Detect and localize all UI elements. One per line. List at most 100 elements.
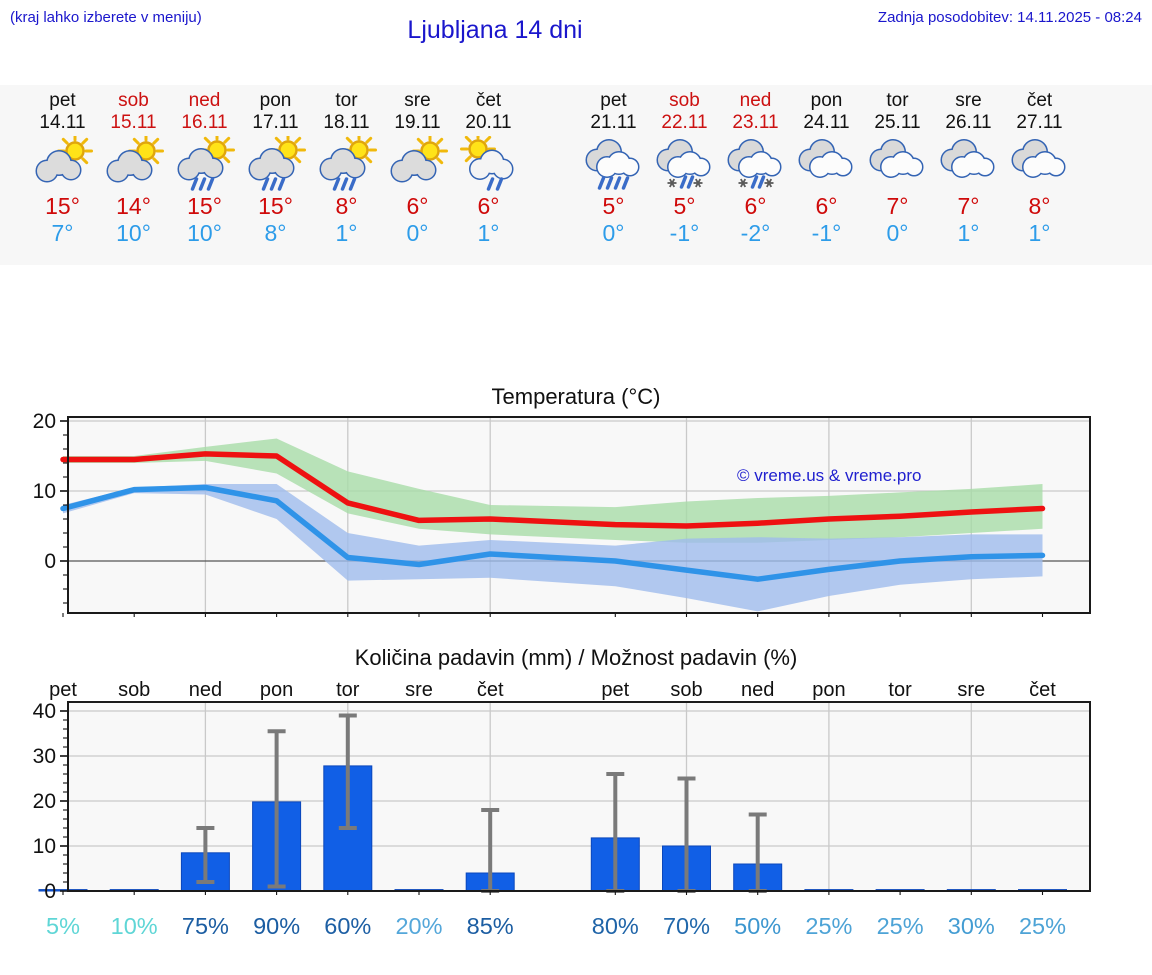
precip-y-tick-label: 10 bbox=[33, 835, 56, 858]
day-label: pet bbox=[600, 90, 627, 111]
high-temp: 6° bbox=[815, 193, 838, 219]
date-label: 14.11 bbox=[39, 112, 86, 133]
day-label: pon bbox=[259, 90, 292, 111]
max-temperature-line bbox=[60, 451, 1046, 529]
precip-probability-label: 25% bbox=[1019, 913, 1066, 939]
day-label: ned bbox=[188, 90, 221, 111]
high-temp: 8° bbox=[335, 193, 358, 219]
precip-y-tick-label: 20 bbox=[33, 790, 56, 813]
low-temp: -2° bbox=[740, 220, 771, 246]
day-label: sre bbox=[404, 90, 431, 111]
partly-sunny-rain-icon bbox=[311, 136, 382, 192]
temp-y-tick-label: 20 bbox=[33, 410, 56, 433]
precipitation-chart: pet sob ned pon tor sre čet pet sob ned pon tor sre č… bbox=[33, 679, 1091, 939]
low-temp: -1° bbox=[811, 220, 842, 246]
page-title: Ljubljana 14 dni bbox=[407, 16, 583, 44]
forecast-day: sob 15.11 14° 10° bbox=[98, 85, 169, 247]
day-label: ned bbox=[739, 90, 772, 111]
precip-probability-label: 30% bbox=[948, 913, 995, 939]
partly-sunny-icon bbox=[382, 136, 453, 192]
day-label: sob bbox=[669, 90, 700, 111]
high-temp: 7° bbox=[957, 193, 980, 219]
precip-day-label: čet bbox=[477, 679, 504, 701]
precip-day-label: sre bbox=[957, 679, 985, 701]
precip-day-label: sob bbox=[670, 679, 702, 701]
week-separator bbox=[524, 85, 578, 247]
precip-probability-label: 85% bbox=[467, 913, 514, 939]
low-temp: -1° bbox=[669, 220, 700, 246]
partly-sunny-icon bbox=[27, 136, 98, 192]
min-range-band bbox=[63, 484, 1043, 612]
precip-day-label: pon bbox=[812, 679, 845, 701]
precip-probability-label: 75% bbox=[182, 913, 229, 939]
date-label: 23.11 bbox=[732, 112, 779, 133]
min-temperature-line bbox=[60, 484, 1046, 582]
menu-hint-link[interactable]: (kraj lahko izberete v meniju) bbox=[10, 9, 202, 26]
date-label: 16.11 bbox=[181, 112, 228, 133]
date-label: 15.11 bbox=[110, 112, 157, 133]
precipitation-chart-title: Količina padavin (mm) / Možnost padavin … bbox=[354, 645, 798, 670]
temp-y-tick-label: 0 bbox=[44, 550, 56, 573]
low-temp: 1° bbox=[957, 220, 980, 246]
temp-y-tick-label: 10 bbox=[33, 480, 56, 503]
date-label: 22.11 bbox=[661, 112, 708, 133]
cloudy-icon bbox=[791, 136, 862, 192]
forecast-day: pon 17.11 15° 8° bbox=[240, 85, 311, 247]
cloudy-sleet-icon bbox=[649, 136, 720, 192]
day-label: pet bbox=[49, 90, 76, 111]
precip-day-label: pet bbox=[601, 679, 629, 701]
forecast-day: ned 16.11 15° 10° bbox=[169, 85, 240, 247]
forecast-day: ned 23.11 6° -2° bbox=[720, 85, 791, 247]
date-label: 26.11 bbox=[945, 112, 992, 133]
high-temp: 5° bbox=[602, 193, 625, 219]
precip-probability-label: 25% bbox=[805, 913, 852, 939]
precip-probability-label: 20% bbox=[395, 913, 442, 939]
temperature-chart-title: Temperatura (°C) bbox=[491, 384, 661, 409]
partly-sunny-rain-icon bbox=[169, 136, 240, 192]
precip-probability-label: 70% bbox=[663, 913, 710, 939]
date-label: 19.11 bbox=[394, 112, 441, 133]
precip-day-label: sob bbox=[118, 679, 150, 701]
watermark-text: © vreme.us & vreme.pro bbox=[737, 466, 922, 485]
precip-day-label: tor bbox=[888, 679, 912, 701]
max-range-band bbox=[63, 438, 1043, 543]
precip-day-label: ned bbox=[741, 679, 774, 701]
precip-y-tick-label: 30 bbox=[33, 745, 56, 768]
cloudy-rain-icon bbox=[578, 136, 649, 192]
date-label: 25.11 bbox=[874, 112, 921, 133]
day-label: tor bbox=[886, 90, 909, 111]
forecast-day: čet 27.11 8° 1° bbox=[1004, 85, 1075, 247]
cloudy-icon bbox=[933, 136, 1004, 192]
precip-day-label: čet bbox=[1029, 679, 1056, 701]
high-temp: 6° bbox=[744, 193, 767, 219]
low-temp: 1° bbox=[335, 220, 358, 246]
precip-day-label: pet bbox=[49, 679, 77, 701]
forecast-day: tor 18.11 8° 1° bbox=[311, 85, 382, 247]
precip-probability-label: 25% bbox=[877, 913, 924, 939]
low-temp: 0° bbox=[406, 220, 429, 246]
forecast-day: pet 14.11 15° 7° bbox=[27, 85, 98, 247]
precip-probability-label: 5% bbox=[46, 913, 80, 939]
cloudy-icon bbox=[1004, 136, 1075, 192]
partly-sunny-rain-icon bbox=[240, 136, 311, 192]
high-temp: 6° bbox=[477, 193, 500, 219]
forecast-day: pet 21.11 5° 0° bbox=[578, 85, 649, 247]
forecast-day: sre 19.11 6° 0° bbox=[382, 85, 453, 247]
day-label: sob bbox=[118, 90, 149, 111]
day-label: pon bbox=[810, 90, 843, 111]
low-temp: 10° bbox=[187, 220, 222, 246]
forecast-days-row: pet 14.11 15° 7° sob 15.11 14° 10° ned 16.11 15° 10… bbox=[27, 85, 1075, 247]
day-label: čet bbox=[1026, 90, 1053, 111]
last-update-text: Zadnja posodobitev: 14.11.2025 - 08:24 bbox=[877, 9, 1142, 26]
high-temp: 6° bbox=[406, 193, 429, 219]
day-label: tor bbox=[335, 90, 358, 111]
precip-y-tick-label: 40 bbox=[33, 700, 56, 723]
precip-day-label: sre bbox=[405, 679, 433, 701]
low-temp: 1° bbox=[1028, 220, 1051, 246]
day-label: sre bbox=[955, 90, 982, 111]
low-temp: 0° bbox=[602, 220, 625, 246]
low-temp: 8° bbox=[264, 220, 287, 246]
high-temp: 15° bbox=[187, 193, 222, 219]
day-label: čet bbox=[475, 90, 502, 111]
precip-probability-label: 90% bbox=[253, 913, 300, 939]
